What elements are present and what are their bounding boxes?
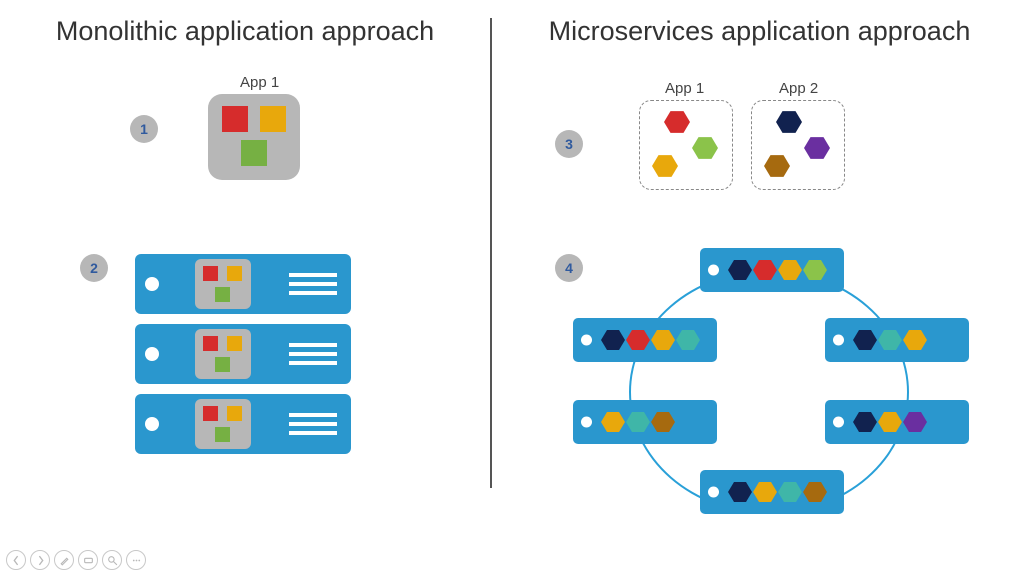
mono-mini-app [195,329,251,379]
zoom-button[interactable] [102,550,122,570]
mono-server [135,324,351,384]
service-hex-icon [728,260,752,280]
server-vents-icon [289,343,337,365]
service-hex-icon [753,482,777,502]
service-hex-icon [753,260,777,280]
server-led-icon [708,487,719,498]
service-hex-icon [803,482,827,502]
service-hex-icon [626,412,650,432]
micro-server [700,248,844,292]
service-hex-row [728,260,827,280]
subtitles-button[interactable] [78,550,98,570]
service-hex-icon [778,260,802,280]
server-led-icon [581,335,592,346]
service-hex-icon [778,482,802,502]
mini-module-yellow [227,336,242,351]
service-hex-row [728,482,827,502]
left-column: Monolithic application approach 1 App 1 … [0,0,490,576]
mono-app-label: App 1 [240,74,279,91]
mini-module-green [215,427,230,442]
mono-server [135,394,351,454]
server-vents-icon [289,413,337,435]
micro-app1-svc-a [664,111,690,133]
service-hex-icon [601,412,625,432]
server-led-icon [145,277,159,291]
badge-4: 4 [555,254,583,282]
presenter-toolbar [6,550,146,570]
mini-module-green [215,357,230,372]
badge-2: 2 [80,254,108,282]
micro-app1-svc-b [692,137,718,159]
mono-module-yellow [260,106,286,132]
micro-app1-svc-c [652,155,678,177]
server-led-icon [833,335,844,346]
micro-app1-box [639,100,733,190]
micro-app2-svc-a [776,111,802,133]
mini-module-red [203,266,218,281]
micro-app2-box [751,100,845,190]
mini-module-green [215,287,230,302]
service-hex-row [601,330,700,350]
mini-module-red [203,336,218,351]
left-heading: Monolithic application approach [0,16,490,47]
right-column: Microservices application approach 3 App… [495,0,1024,576]
server-vents-icon [289,273,337,295]
mono-server [135,254,351,314]
service-hex-icon [878,330,902,350]
service-hex-icon [878,412,902,432]
service-hex-icon [853,330,877,350]
server-led-icon [833,417,844,428]
service-hex-icon [651,330,675,350]
vertical-divider [490,18,492,488]
service-hex-icon [676,330,700,350]
service-hex-icon [903,330,927,350]
mini-module-yellow [227,406,242,421]
server-led-icon [708,265,719,276]
server-led-icon [581,417,592,428]
micro-server [573,400,717,444]
service-hex-icon [601,330,625,350]
slide: Monolithic application approach 1 App 1 … [0,0,1024,576]
micro-server [825,318,969,362]
service-hex-icon [903,412,927,432]
badge-1: 1 [130,115,158,143]
service-hex-row [853,412,927,432]
more-button[interactable] [126,550,146,570]
mono-mini-app [195,399,251,449]
micro-app2-svc-c [764,155,790,177]
micro-app2-svc-b [804,137,830,159]
mono-mini-app [195,259,251,309]
micro-server [573,318,717,362]
service-hex-icon [803,260,827,280]
micro-app1-label: App 1 [665,80,704,97]
service-hex-row [601,412,675,432]
mono-module-green [241,140,267,166]
right-heading: Microservices application approach [495,16,1024,47]
mono-app-box [208,94,300,180]
micro-server [700,470,844,514]
badge-3: 3 [555,130,583,158]
mini-module-red [203,406,218,421]
prev-slide-button[interactable] [6,550,26,570]
pen-button[interactable] [54,550,74,570]
server-led-icon [145,347,159,361]
server-led-icon [145,417,159,431]
service-hex-row [853,330,927,350]
mono-module-red [222,106,248,132]
service-hex-icon [853,412,877,432]
next-slide-button[interactable] [30,550,50,570]
micro-app2-label: App 2 [779,80,818,97]
service-hex-icon [626,330,650,350]
micro-server [825,400,969,444]
mini-module-yellow [227,266,242,281]
service-hex-icon [651,412,675,432]
service-hex-icon [728,482,752,502]
